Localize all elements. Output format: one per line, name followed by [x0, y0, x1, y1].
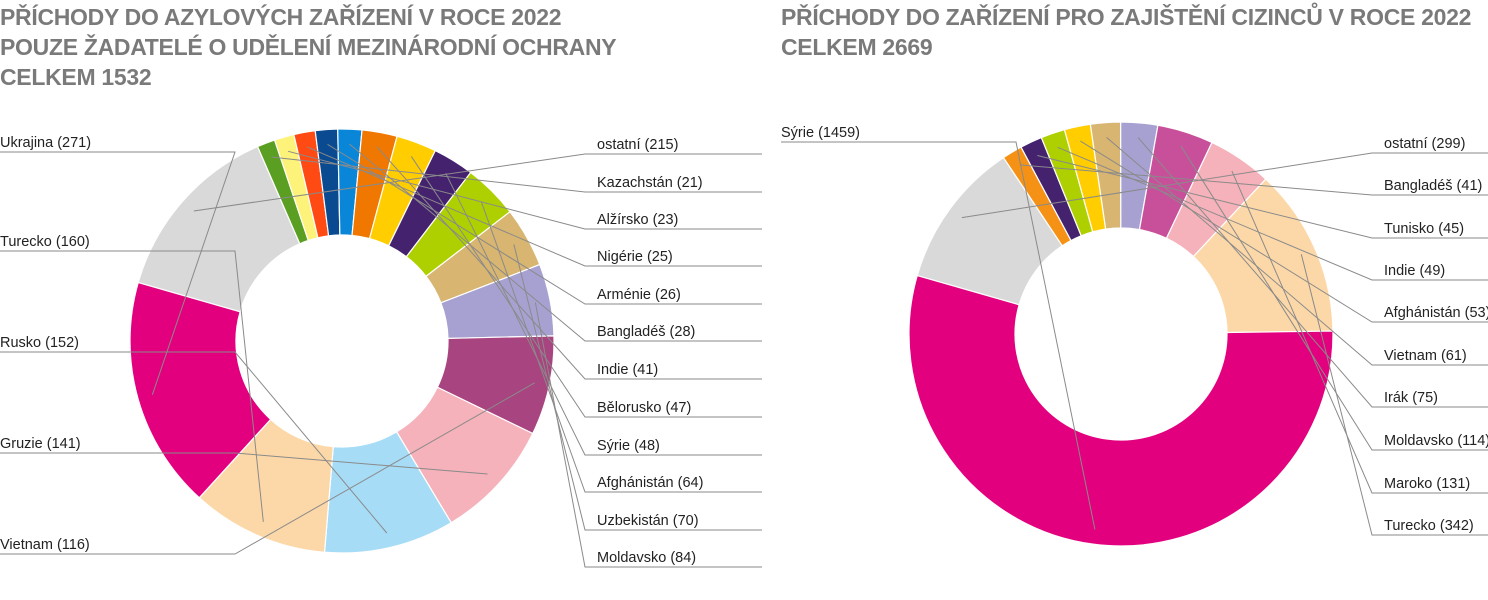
- slice-label: Bangladéš (28): [597, 324, 695, 340]
- slice-label: Uzbekistán (70): [597, 513, 699, 529]
- slice-label: Sýrie (1459): [781, 125, 860, 141]
- slice-label: Afghánistán (64): [597, 475, 703, 491]
- leader-line: [534, 302, 762, 568]
- donut-chart-asylum: ostatní (215) Kazachstán (21) Alžírsko (23…: [0, 128, 762, 568]
- leader-line: [271, 156, 762, 193]
- chart-title-line: PŘÍCHODY DO AZYLOVÝCH ZAŘÍZENÍ V ROCE 20…: [0, 4, 562, 30]
- leader-line: [1180, 145, 1488, 451]
- leader-line: [376, 146, 762, 380]
- leader-line: [1300, 254, 1488, 536]
- leader-line: [193, 153, 762, 212]
- slice-label: Vietnam (116): [0, 537, 90, 553]
- slice-label: Irák (75): [1384, 390, 1438, 406]
- leader-line: [1080, 140, 1488, 323]
- donut-chart-detention: ostatní (299) Bangladéš (41) Tunisko (45) I…: [781, 121, 1488, 547]
- slice-label: Ukrajina (271): [0, 135, 91, 151]
- chart-title-detention: PŘÍCHODY DO ZAŘÍZENÍ PRO ZAJIŠTĚNÍ CIZIN…: [781, 2, 1471, 62]
- leader-line: [1231, 170, 1488, 494]
- slice-label: Bangladéš (41): [1384, 178, 1482, 194]
- slice-label: Indie (41): [597, 362, 658, 378]
- chart-total-line: CELKEM 1532: [0, 64, 152, 90]
- chart-title-line: PŘÍCHODY DO ZAŘÍZENÍ PRO ZAJIŠTĚNÍ CIZIN…: [781, 4, 1472, 30]
- slice-labels: ostatní (299) Bangladéš (41) Tunisko (45) I…: [781, 125, 1488, 534]
- leader-line: [1106, 136, 1488, 366]
- slice-label: Alžírsko (23): [597, 212, 678, 228]
- leader-line: [1019, 164, 1488, 196]
- slice-label: Moldavsko (84): [597, 550, 696, 566]
- chart-total-line: CELKEM 2669: [781, 34, 933, 60]
- leader-line: [445, 173, 762, 456]
- leader-line: [0, 452, 488, 475]
- leader-line: [349, 143, 762, 342]
- donut-slices: [908, 121, 1334, 547]
- leader-line: [480, 201, 762, 493]
- slice-label: Turecko (342): [1384, 518, 1474, 534]
- slice-label: Tunisko (45): [1384, 221, 1464, 237]
- leader-lines: [0, 143, 762, 568]
- slice-label: Arménie (26): [597, 287, 681, 303]
- chart-subtitle-line: POUZE ŽADATELÉ O UDĚLENÍ MEZINÁRODNÍ OCH…: [0, 34, 617, 60]
- slice-label: Kazachstán (21): [597, 175, 703, 191]
- leader-line: [1137, 137, 1488, 408]
- donut-slices: [129, 128, 555, 554]
- slice-label: Moldavsko (114): [1384, 433, 1488, 449]
- slice-label: Bělorusko (47): [597, 400, 691, 416]
- slice-ukrajina: [129, 281, 272, 499]
- chart-title-asylum: PŘÍCHODY DO AZYLOVÝCH ZAŘÍZENÍ V ROCE 20…: [0, 2, 617, 92]
- leader-line: [0, 151, 236, 395]
- slice-label: Turecko (160): [0, 234, 90, 250]
- leader-line: [0, 351, 388, 534]
- leader-line: [961, 152, 1488, 219]
- slice-label: Maroko (131): [1384, 476, 1470, 492]
- slice-label: Vietnam (61): [1384, 348, 1467, 364]
- slice-labels: ostatní (215) Kazachstán (21) Alžírsko (23…: [0, 135, 703, 566]
- slice-label: Indie (49): [1384, 263, 1445, 279]
- leader-lines: [781, 136, 1488, 536]
- leader-line: [0, 382, 535, 555]
- slice-label: Rusko (152): [0, 335, 79, 351]
- leader-line: [410, 156, 762, 418]
- leader-line: [288, 150, 762, 230]
- slice-turecko: [1192, 178, 1334, 334]
- leader-line: [781, 141, 1096, 530]
- slice-label: ostatní (299): [1384, 136, 1465, 152]
- leader-line: [513, 244, 762, 531]
- slice-label: Afghánistán (53): [1384, 305, 1488, 321]
- slice-sýrie: [908, 274, 1334, 547]
- slice-label: ostatní (215): [597, 137, 678, 153]
- slice-ostatní: [137, 145, 301, 313]
- slice-label: Nigérie (25): [597, 249, 673, 265]
- leader-line: [0, 250, 264, 522]
- slice-label: Sýrie (48): [597, 438, 660, 454]
- slice-label: Gruzie (141): [0, 436, 81, 452]
- leader-line: [1037, 154, 1488, 239]
